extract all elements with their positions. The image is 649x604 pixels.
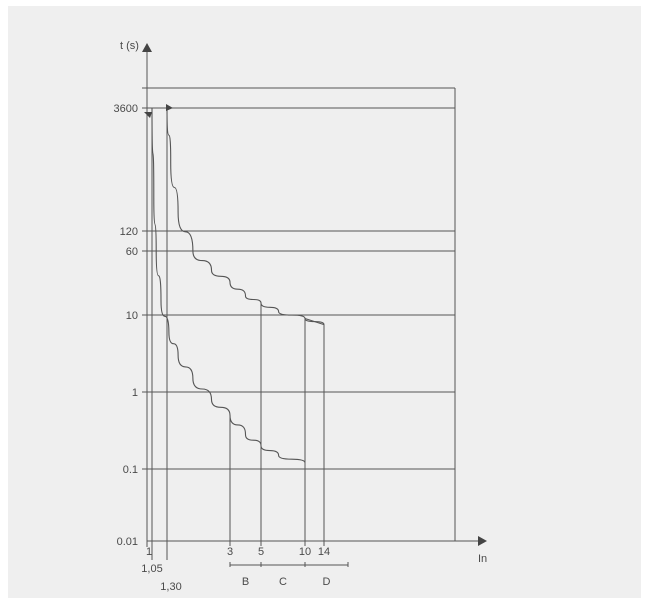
y-tick-label: 120 [120,226,138,238]
y-tick-label: 1 [132,387,138,399]
x-tick-label: 1,05 [141,563,162,575]
class-ranges: B C D [229,562,349,588]
x-axis-arrow [478,536,487,546]
y-axis-label: t (s) [120,40,139,52]
y-tick-label: 3600 [114,103,138,115]
y-tick-labels: 3600 120 60 10 1 0.1 0.01 [114,103,138,548]
y-tick-label: 10 [126,310,138,322]
trip-curve-2 [166,107,325,325]
x-tick-label: 1,30 [160,581,181,593]
y-axis-arrow [142,43,152,52]
x-tick-label: 14 [318,546,330,558]
y-tick-label: 0.1 [123,464,138,476]
x-tick-label: 3 [227,546,233,558]
x-tick-labels: 1 1,05 1,30 3 5 10 14 [141,546,330,593]
range-label-C: C [279,576,287,588]
trip-curve-1 [151,107,306,464]
vertical-markers [151,108,325,560]
curve-start-marker-1 [144,112,152,118]
x-tick-label: 10 [299,546,311,558]
trip-curves [151,107,325,464]
curve-start-marker-2 [166,104,173,111]
x-tick-label: 1 [146,546,152,558]
x-tick-label: 5 [258,546,264,558]
y-tick-label: 60 [126,246,138,258]
range-label-D: D [323,576,331,588]
y-tick-label: 0.01 [117,536,138,548]
x-axis-label: In [478,553,487,565]
range-label-B: B [242,576,249,588]
